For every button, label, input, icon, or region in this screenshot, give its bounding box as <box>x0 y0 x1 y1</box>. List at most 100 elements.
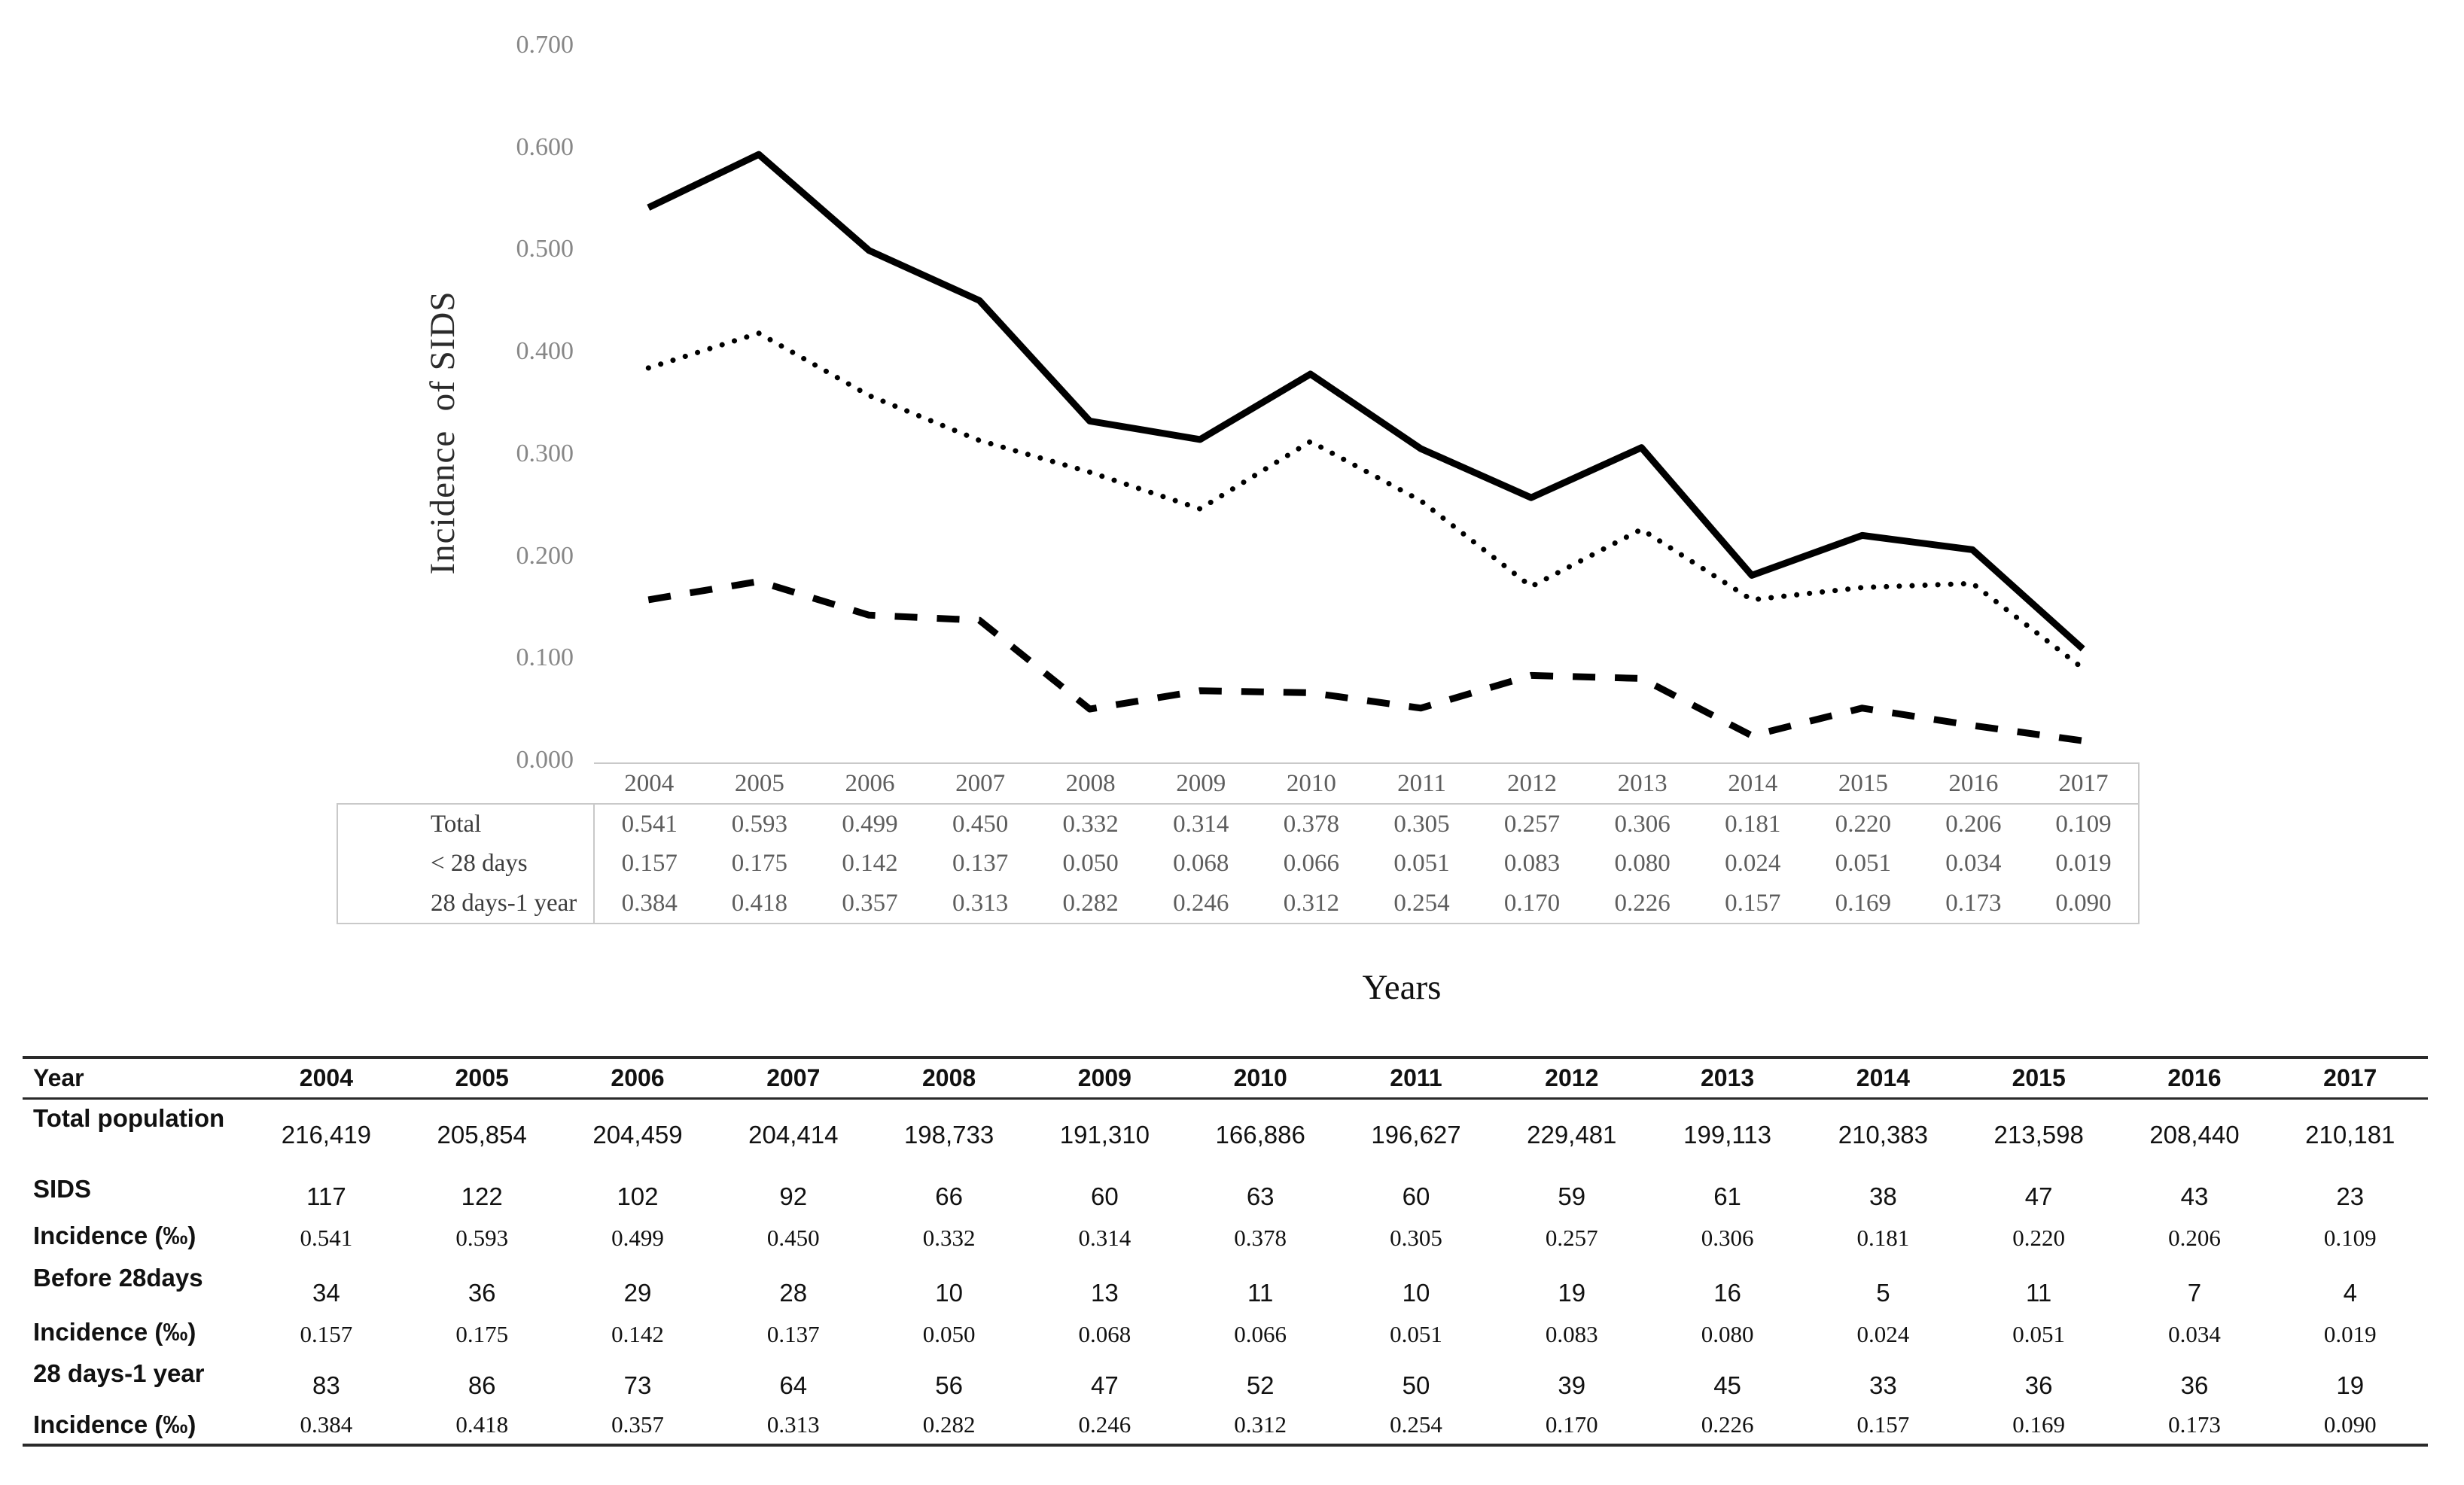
stats-value-cell: 0.282 <box>871 1406 1027 1447</box>
chart-table-value-cell: 0.254 <box>1366 884 1477 924</box>
stats-value-cell: 0.050 <box>922 1320 976 1347</box>
stats-value-cell: 28 <box>779 1279 808 1307</box>
chart-table-year-label: 2010 <box>1256 762 1367 805</box>
chart-table-value-cell: 0.066 <box>1283 850 1339 877</box>
statistics-table: Year 2004 2005 2006 2007 2008 2009 2010 2011 2012… <box>23 1056 2429 1447</box>
stats-value-cell: 50 <box>1402 1371 1430 1399</box>
stats-value-cell: 66 <box>935 1182 963 1210</box>
stats-value-cell: 0.051 <box>2012 1320 2066 1347</box>
stats-value-cell: 10 <box>935 1279 963 1307</box>
y-tick-label: 0.300 <box>516 439 574 467</box>
stats-value-cell: 0.254 <box>1338 1406 1494 1447</box>
stats-value-cell: 191,310 <box>1059 1120 1150 1149</box>
stats-value-cell: 0.019 <box>2323 1320 2377 1347</box>
chart-table-value-cell: 0.169 <box>1808 884 1919 924</box>
stats-value-cell: 0.173 <box>2116 1406 2273 1447</box>
legend-key-28-days: < 28 days <box>337 844 594 884</box>
stats-value-cell: 29 <box>623 1279 652 1307</box>
stats-value-cell: 0.450 <box>766 1225 820 1251</box>
y-tick-label: 0.200 <box>516 541 574 570</box>
stats-value-cell: 33 <box>1869 1371 1897 1399</box>
stats-value-cell: 102 <box>617 1182 659 1210</box>
stats-value-cell: 56 <box>935 1371 963 1399</box>
chart-table-year-label: 2012 <box>1476 762 1588 805</box>
chart-table-year-label: 2004 <box>594 762 705 805</box>
legend-key-total: Total <box>337 804 594 844</box>
stats-value-cell: 0.306 <box>1701 1225 1754 1251</box>
stats-value-cell: 11 <box>2026 1279 2052 1307</box>
chart-table-value-cell: 0.050 <box>1062 850 1119 877</box>
legend-dashed-marker-icon <box>344 860 423 870</box>
chart-table-value-cell: 0.282 <box>1035 884 1146 924</box>
stats-value-cell: 0.206 <box>2168 1225 2221 1251</box>
chart-table-year-label: 2017 <box>2028 762 2140 805</box>
stats-value-cell: 47 <box>2024 1182 2053 1210</box>
stats-value-cell: 0.109 <box>2323 1225 2377 1251</box>
series-line-28-days-1-year <box>645 330 2086 671</box>
legend-solid-marker-icon <box>344 820 423 831</box>
stats-value-cell: 19 <box>2336 1371 2365 1399</box>
chart-table-value-cell: 0.173 <box>1918 884 2029 924</box>
stats-value-cell: 205,854 <box>437 1120 527 1149</box>
chart-table-value-cell: 0.157 <box>1697 884 1808 924</box>
stats-year-header: 2008 <box>871 1056 1027 1100</box>
stats-value-cell: 0.384 <box>248 1406 404 1447</box>
series-line-total <box>647 151 2085 652</box>
stats-value-cell: 0.499 <box>611 1225 664 1251</box>
stats-value-cell: 199,113 <box>1683 1120 1771 1149</box>
stats-value-cell: 23 <box>2336 1182 2365 1210</box>
stats-value-cell: 229,481 <box>1527 1120 1617 1149</box>
stats-value-cell: 36 <box>2180 1371 2209 1399</box>
stats-year-header: 2010 <box>1182 1056 1339 1100</box>
stats-value-cell: 210,181 <box>2305 1120 2395 1149</box>
stats-year-header: 2009 <box>1026 1056 1183 1100</box>
stats-value-cell: 7 <box>2187 1279 2202 1307</box>
stats-value-cell: 0.332 <box>922 1225 976 1251</box>
stats-value-cell: 36 <box>2024 1371 2053 1399</box>
y-tick-label: 0.400 <box>516 337 574 366</box>
stats-year-header: 2011 <box>1338 1056 1494 1100</box>
stats-value-cell: 166,886 <box>1215 1120 1305 1149</box>
stats-row-label: Before 28days <box>33 1264 203 1292</box>
stats-value-cell: 0.226 <box>1649 1406 1805 1447</box>
stats-value-cell: 52 <box>1246 1371 1275 1399</box>
stats-value-cell: 0.170 <box>1494 1406 1650 1447</box>
legend-label: 28 days-1 year <box>431 889 577 917</box>
chart-table-value-cell: 0.257 <box>1503 810 1561 838</box>
chart-table-value-cell: 0.593 <box>731 810 788 838</box>
y-tick-label: 0.700 <box>516 31 574 59</box>
stats-row-label: Total population <box>33 1103 225 1132</box>
stats-value-cell: 0.024 <box>1856 1320 1910 1347</box>
stats-row-label: Incidence (‰) <box>33 1222 196 1249</box>
chart-table-year-label: 2008 <box>1035 762 1146 805</box>
stats-value-cell: 38 <box>1869 1182 1897 1210</box>
chart-table-value-cell: 0.080 <box>1614 850 1671 877</box>
stats-year-header: 2005 <box>404 1056 560 1100</box>
stats-value-cell: 0.313 <box>715 1406 872 1447</box>
stats-year-header: 2007 <box>715 1056 872 1100</box>
chart-table-value-cell: 0.220 <box>1835 810 1891 838</box>
chart-table-value-cell: 0.142 <box>842 850 898 877</box>
stats-value-cell: 204,459 <box>592 1120 683 1149</box>
stats-value-cell: 0.220 <box>2012 1225 2066 1251</box>
chart-table-year-label: 2011 <box>1366 762 1477 805</box>
stats-value-cell: 0.157 <box>1805 1406 1961 1447</box>
stats-value-cell: 61 <box>1713 1182 1741 1210</box>
chart-table-value-cell: 0.175 <box>731 850 788 877</box>
stats-row-label: SIDS <box>33 1175 92 1203</box>
chart-table-value-cell: 0.068 <box>1173 850 1229 877</box>
stats-value-cell: 10 <box>1402 1279 1430 1307</box>
chart-table-value-cell: 0.024 <box>1725 850 1781 877</box>
chart-table-value-cell: 0.090 <box>2028 884 2140 924</box>
stats-year-header: 2014 <box>1805 1056 1961 1100</box>
stats-value-cell: 210,383 <box>1838 1120 1929 1149</box>
stats-value-cell: 16 <box>1713 1279 1741 1307</box>
stats-value-cell: 60 <box>1402 1182 1430 1210</box>
stats-row-label: 28 days-1 year <box>33 1359 205 1387</box>
stats-value-cell: 122 <box>461 1182 503 1210</box>
stats-value-cell: 0.257 <box>1545 1225 1598 1251</box>
stats-year-header: 2013 <box>1649 1056 1805 1100</box>
legend-dotted-marker-icon <box>344 899 423 910</box>
stats-value-cell: 0.142 <box>611 1320 664 1347</box>
stats-value-cell: 0.378 <box>1234 1225 1287 1251</box>
